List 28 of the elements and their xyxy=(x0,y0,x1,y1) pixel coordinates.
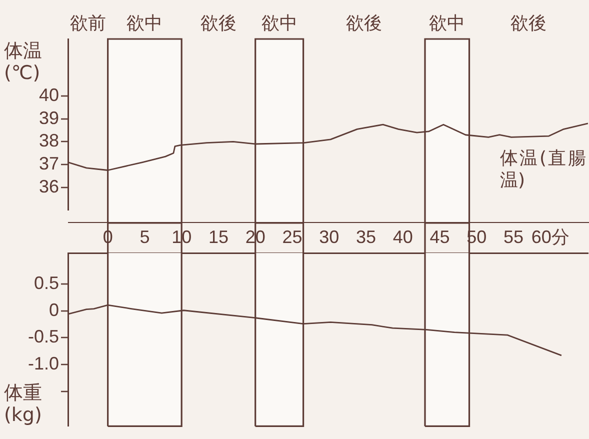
x-tick-label: 40 xyxy=(392,227,413,248)
text: 欲後 xyxy=(200,12,236,33)
band-label: 欲中 xyxy=(429,12,466,33)
x-tick-label: 5 xyxy=(140,227,150,248)
y-tick-label: -1.0 xyxy=(28,354,59,374)
text: 欲後 xyxy=(510,12,547,33)
y-tick-label: 0 xyxy=(48,300,59,320)
y-tick-label: 38 xyxy=(38,130,59,151)
band-label: 欲中 xyxy=(261,12,298,33)
x-tick-label: 45 xyxy=(430,227,450,248)
text: 欲前 xyxy=(70,12,106,33)
x-tick-label: 25 xyxy=(282,227,302,248)
y-tick-label: -0.5 xyxy=(28,326,59,347)
x-tick-label: 30 xyxy=(319,227,340,248)
y-tick-label: 37 xyxy=(38,154,59,174)
x-tick-label: 35 xyxy=(356,227,376,248)
x-tick-label: 60分 xyxy=(531,227,570,248)
band-label: 欲中 xyxy=(126,12,163,33)
y-axis-title: 体重(kg) xyxy=(4,382,43,426)
y-axis-title: 体温(℃) xyxy=(4,40,43,84)
y-tick-label: 36 xyxy=(38,176,59,196)
x-tick-label: 15 xyxy=(208,227,228,248)
y-tick-label: 39 xyxy=(38,108,59,128)
y-tick-label: 0.5 xyxy=(34,273,59,294)
text: 欲後 xyxy=(346,12,382,33)
x-tick-label: 55 xyxy=(503,227,524,248)
y-tick-label: 40 xyxy=(38,85,59,106)
series-label: 体温(直腸温) xyxy=(500,148,586,192)
